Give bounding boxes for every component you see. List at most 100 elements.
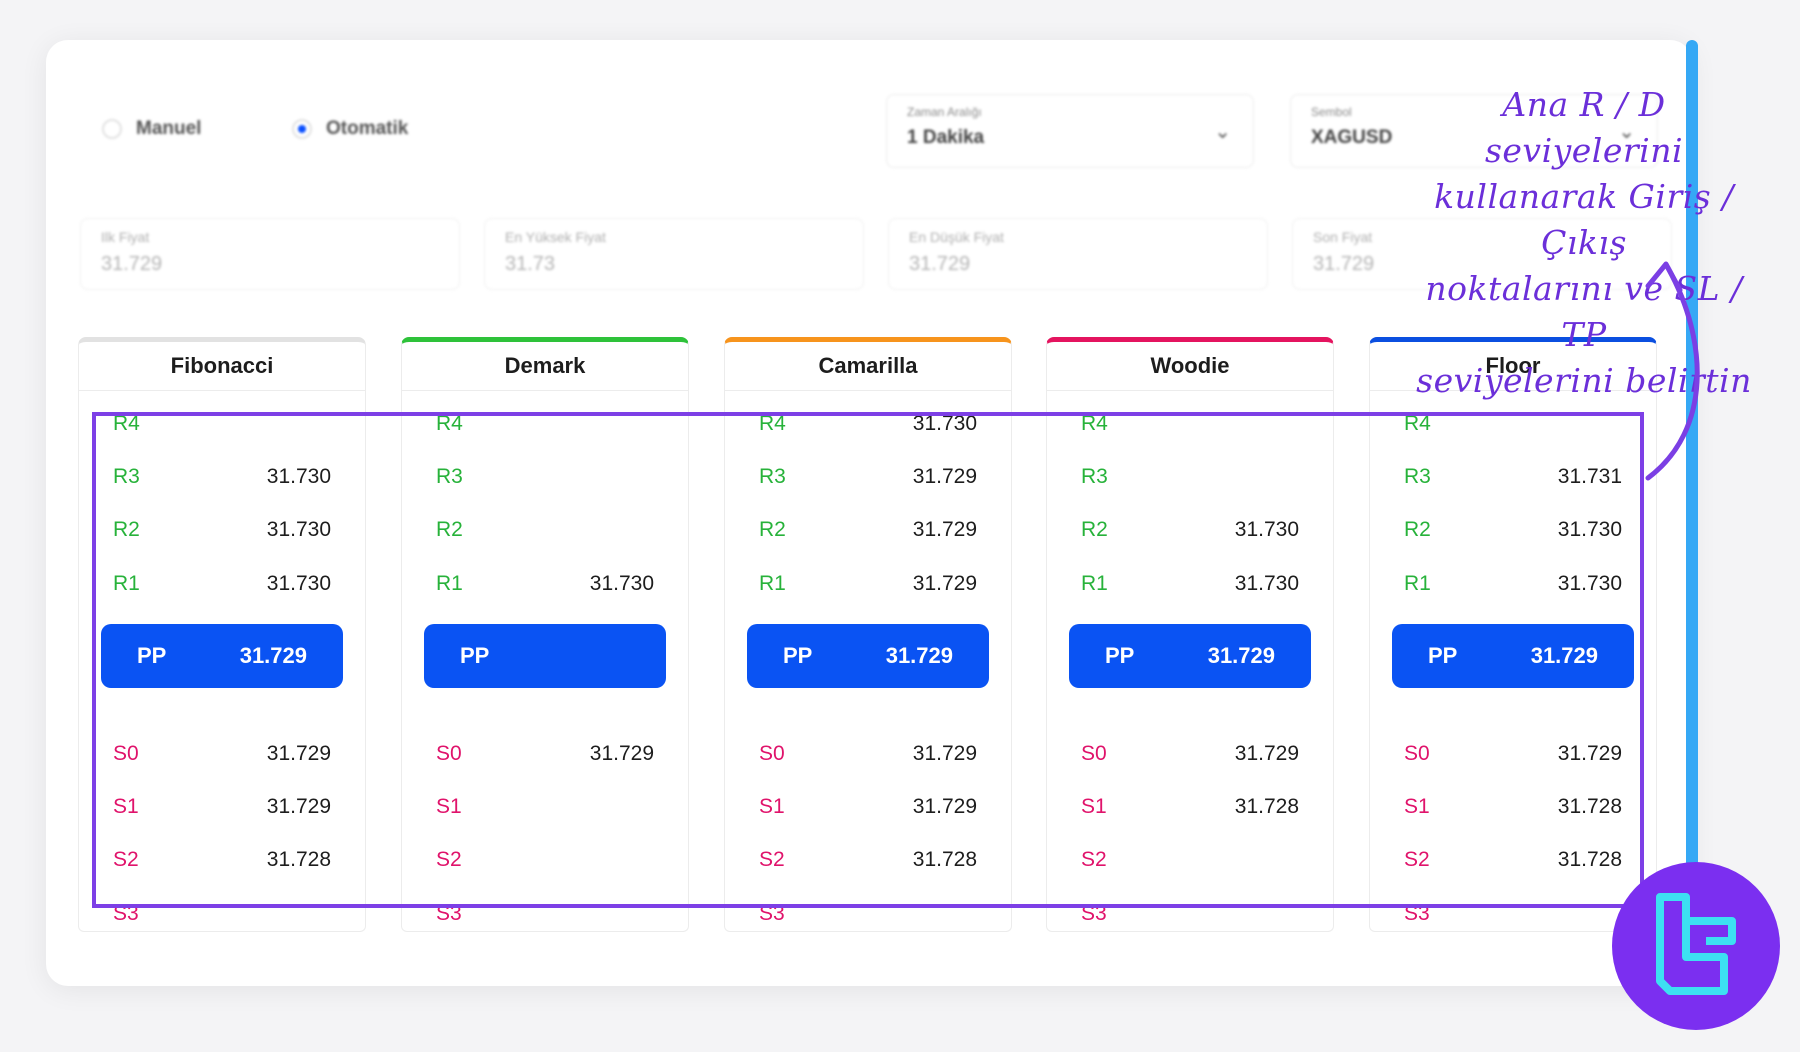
pivot-column-floor: Floor R4 R3 31.731 R2 31.730 R1 31.730 PP 31.729 S… bbox=[1369, 337, 1657, 932]
pivot-point-row: PP 31.729 bbox=[1069, 624, 1311, 688]
level-name: R4 bbox=[1081, 412, 1108, 435]
last-price-value: 31.729 bbox=[1313, 253, 1375, 275]
level-name: S2 bbox=[759, 848, 785, 871]
tradingfinder-logo-icon bbox=[1612, 862, 1780, 1030]
annotation-line: seviyelerini belirtin bbox=[1416, 361, 1752, 400]
level-row: R3 31.729 bbox=[759, 457, 977, 497]
level-row: S0 31.729 bbox=[1404, 734, 1622, 774]
pivot-point-row: PP bbox=[424, 624, 666, 688]
level-name: S0 bbox=[759, 742, 785, 765]
timeframe-value: 1 Dakika bbox=[907, 127, 985, 148]
level-value: 31.729 bbox=[266, 742, 331, 765]
level-name: R1 bbox=[1081, 572, 1108, 595]
level-name: R2 bbox=[759, 518, 786, 541]
manual-radio-label: Manuel bbox=[136, 118, 202, 139]
auto-radio-dot[interactable] bbox=[292, 119, 312, 139]
level-row: R4 bbox=[436, 404, 654, 444]
level-value: 31.730 bbox=[266, 572, 331, 595]
level-name: S1 bbox=[436, 795, 462, 818]
level-name: S2 bbox=[1081, 848, 1107, 871]
level-value: 31.729 bbox=[912, 742, 977, 765]
manual-radio[interactable]: Manuel bbox=[102, 118, 201, 140]
level-name: R1 bbox=[436, 572, 463, 595]
level-row: S2 bbox=[436, 840, 654, 880]
annotation-text: Ana R / D seviyelerini kullanarak Giriş … bbox=[1404, 82, 1764, 404]
level-value: 31.728 bbox=[1557, 795, 1622, 818]
level-name: R1 bbox=[759, 572, 786, 595]
level-row: R2 31.730 bbox=[1081, 510, 1299, 550]
symbol-select[interactable]: Sembol XAGUSD ⌄ bbox=[1290, 94, 1658, 168]
pivot-column-camarilla: Camarilla R4 31.730 R3 31.729 R2 31.729 R1 31.72… bbox=[724, 337, 1012, 932]
pivot-column-title: Camarilla bbox=[725, 342, 1011, 391]
high-price-value: 31.73 bbox=[505, 253, 556, 275]
chevron-down-icon: ⌄ bbox=[1618, 121, 1635, 143]
level-row: R2 31.729 bbox=[759, 510, 977, 550]
scrollbar[interactable] bbox=[1686, 40, 1698, 920]
level-row: R1 31.730 bbox=[436, 564, 654, 604]
level-value: 31.729 bbox=[912, 465, 977, 488]
level-row: S1 31.728 bbox=[1081, 787, 1299, 827]
low-price-field: En Düşük Fiyat 31.729 bbox=[888, 218, 1268, 290]
level-name: S3 bbox=[436, 902, 462, 925]
first-price-field: Ilk Fiyat 31.729 bbox=[80, 218, 460, 290]
level-row: S0 31.729 bbox=[113, 734, 331, 774]
first-price-label: Ilk Fiyat bbox=[101, 229, 150, 245]
level-name: R1 bbox=[113, 572, 140, 595]
auto-radio[interactable]: Otomatik bbox=[292, 118, 408, 140]
level-name: S0 bbox=[113, 742, 139, 765]
level-value: 31.728 bbox=[1557, 848, 1622, 871]
level-value: 31.729 bbox=[1557, 742, 1622, 765]
annotation-line: kullanarak Giriş / Çıkış bbox=[1434, 177, 1734, 262]
level-name: PP bbox=[137, 643, 167, 668]
level-row: R2 31.730 bbox=[1404, 510, 1622, 550]
level-row: S1 31.728 bbox=[1404, 787, 1622, 827]
level-name: S3 bbox=[759, 902, 785, 925]
level-name: S2 bbox=[1404, 848, 1430, 871]
level-row: R1 31.730 bbox=[1404, 564, 1622, 604]
level-value: 31.728 bbox=[1234, 795, 1299, 818]
level-name: R4 bbox=[1404, 412, 1431, 435]
level-row: S1 31.729 bbox=[113, 787, 331, 827]
level-value: 31.728 bbox=[912, 848, 977, 871]
pivot-column-title: Demark bbox=[402, 342, 688, 391]
last-price-field: Son Fiyat 31.729 bbox=[1292, 218, 1672, 290]
level-name: S0 bbox=[1404, 742, 1430, 765]
level-value: 31.730 bbox=[912, 412, 977, 435]
level-row: S2 31.728 bbox=[113, 840, 331, 880]
level-name: R4 bbox=[759, 412, 786, 435]
level-name: S0 bbox=[1081, 742, 1107, 765]
level-value: 31.730 bbox=[589, 572, 654, 595]
level-name: S2 bbox=[436, 848, 462, 871]
level-name: R4 bbox=[113, 412, 140, 435]
level-name: PP bbox=[1428, 643, 1458, 668]
manual-radio-dot[interactable] bbox=[102, 119, 122, 139]
level-value: 31.729 bbox=[266, 795, 331, 818]
level-row: S3 bbox=[436, 894, 654, 934]
level-value: 31.729 bbox=[1530, 643, 1598, 668]
timeframe-select[interactable]: Zaman Aralığı 1 Dakika ⌄ bbox=[886, 94, 1254, 168]
level-value: 31.730 bbox=[1557, 572, 1622, 595]
level-value: 31.729 bbox=[912, 795, 977, 818]
last-price-label: Son Fiyat bbox=[1313, 229, 1373, 245]
level-value: 31.729 bbox=[912, 572, 977, 595]
symbol-label: Sembol bbox=[1311, 105, 1352, 119]
level-row: R4 bbox=[1081, 404, 1299, 444]
low-price-value: 31.729 bbox=[909, 253, 971, 275]
pivot-column-woodie: Woodie R4 R3 R2 31.730 R1 31.730 PP 31.729 S0 31.7… bbox=[1046, 337, 1334, 932]
level-value: 31.730 bbox=[266, 518, 331, 541]
timeframe-label: Zaman Aralığı bbox=[907, 105, 982, 119]
level-row: S1 31.729 bbox=[759, 787, 977, 827]
level-row: S3 bbox=[1404, 894, 1622, 934]
level-value: 31.729 bbox=[239, 643, 307, 668]
level-name: PP bbox=[1105, 643, 1135, 668]
level-name: PP bbox=[460, 643, 490, 668]
level-row: R3 31.730 bbox=[113, 457, 331, 497]
level-row: S3 bbox=[113, 894, 331, 934]
pivot-column-title: Woodie bbox=[1047, 342, 1333, 391]
level-name: R3 bbox=[436, 465, 463, 488]
level-value: 31.729 bbox=[912, 518, 977, 541]
pivot-column-title: Fibonacci bbox=[79, 342, 365, 391]
level-value: 31.730 bbox=[1234, 518, 1299, 541]
level-value: 31.728 bbox=[266, 848, 331, 871]
level-row: R1 31.730 bbox=[1081, 564, 1299, 604]
